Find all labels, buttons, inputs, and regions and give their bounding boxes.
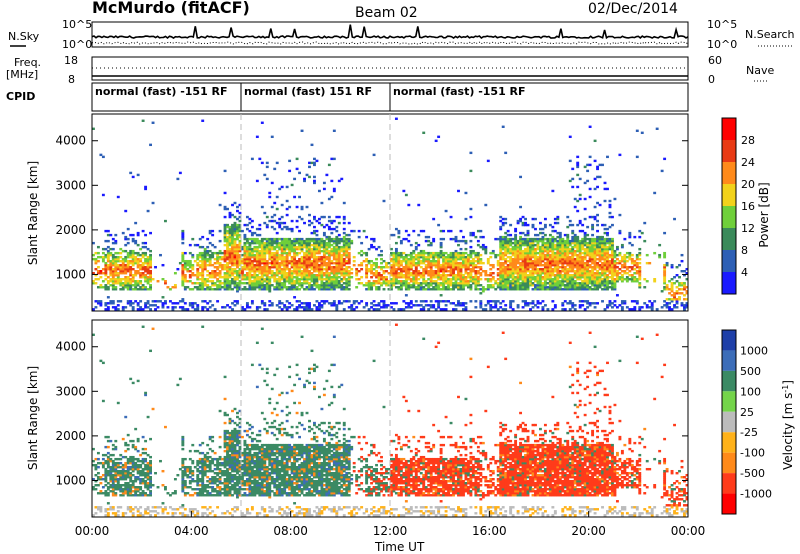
x-tick-label: 00:00 bbox=[75, 524, 110, 538]
velocity-colorbar: 1000 500 100 25 -25 -100 -500 -1000 bbox=[721, 329, 772, 515]
cpid-segment-label: normal (fast) -151 RF bbox=[393, 85, 526, 98]
velocity-xlabel: Time UT bbox=[374, 540, 425, 554]
power-colorbar: 4 8 12 16 20 24 28 bbox=[721, 117, 755, 295]
freq-label-1: Freq. bbox=[14, 56, 41, 69]
power-colorbar-tick: 24 bbox=[741, 156, 755, 169]
power-colorbar-label: Power [dB] bbox=[757, 182, 771, 247]
power-scatter-cells bbox=[92, 117, 689, 311]
cpid-segment-label: normal (fast) 151 RF bbox=[244, 85, 372, 98]
beam-title: Beam 02 bbox=[355, 5, 418, 21]
x-tick-label: 04:00 bbox=[174, 524, 209, 538]
velocity-colorbar-tick: 500 bbox=[740, 365, 761, 378]
y-tick-label: 4000 bbox=[55, 134, 86, 148]
velocity-colorbar-tick: -100 bbox=[740, 447, 765, 460]
velocity-scatter-cells bbox=[92, 323, 689, 517]
velocity-panel: 1000 2000 3000 4000 00:00 04:00 08:00 12:00 16:… bbox=[26, 319, 706, 554]
nave-label: Nave bbox=[746, 64, 774, 77]
y-tick-label: 2000 bbox=[55, 223, 86, 237]
power-colorbar-tick: 12 bbox=[741, 222, 755, 235]
nsky-tick-bottom: 10^0 bbox=[62, 38, 92, 51]
x-tick-label: 12:00 bbox=[373, 524, 408, 538]
freq-nave-panel: Freq. [MHz] 18 8 60 0 Nave bbox=[6, 54, 774, 86]
y-tick-label: 1000 bbox=[55, 267, 86, 281]
freq-tick-top: 18 bbox=[64, 54, 78, 67]
nsky-tick-top: 10^5 bbox=[62, 18, 92, 31]
date-title: 02/Dec/2014 bbox=[588, 1, 678, 17]
velocity-ylabel: Slant Range [km] bbox=[26, 366, 40, 470]
velocity-colorbar-tick: 1000 bbox=[740, 344, 768, 357]
cpid-segment-label: normal (fast) -151 RF bbox=[95, 85, 228, 98]
velocity-colorbar-tick: 100 bbox=[740, 385, 761, 398]
nave-tick-top: 60 bbox=[708, 54, 722, 67]
nsky-label: N.Sky bbox=[8, 30, 40, 43]
station-title: McMurdo (fitACF) bbox=[92, 0, 250, 17]
nsky-panel: N.Sky 10^5 10^0 10^5 10^0 N.Search bbox=[8, 18, 795, 51]
cpid-panel: CPID normal (fast) -151 RF normal (fast) … bbox=[6, 82, 689, 112]
nsearch-label: N.Search bbox=[745, 28, 795, 41]
power-colorbar-tick: 8 bbox=[741, 244, 748, 257]
velocity-colorbar-label: Velocity [m s-1] bbox=[781, 380, 796, 470]
power-colorbar-tick: 4 bbox=[741, 266, 748, 279]
nsearch-tick-top: 10^5 bbox=[707, 18, 737, 31]
x-tick-label: 00:00 bbox=[671, 524, 706, 538]
power-panel: 1000 2000 3000 4000 Slant Range [km] bbox=[26, 113, 689, 312]
power-colorbar-tick: 28 bbox=[741, 134, 755, 147]
power-colorbar-tick: 20 bbox=[741, 178, 755, 191]
x-tick-label: 20:00 bbox=[571, 524, 606, 538]
velocity-colorbar-tick: 25 bbox=[740, 406, 754, 419]
nsearch-series bbox=[92, 41, 689, 45]
y-tick-label: 3000 bbox=[55, 178, 86, 192]
cpid-label: CPID bbox=[6, 90, 35, 103]
velocity-colorbar-tick: -1000 bbox=[740, 488, 772, 501]
x-tick-label: 16:00 bbox=[472, 524, 507, 538]
power-colorbar-tick: 16 bbox=[741, 200, 755, 213]
power-ylabel: Slant Range [km] bbox=[26, 161, 40, 265]
nave-tick-bottom: 0 bbox=[708, 73, 715, 86]
nsky-series bbox=[91, 24, 689, 40]
y-tick-label: 1000 bbox=[55, 473, 86, 487]
y-tick-label: 3000 bbox=[55, 384, 86, 398]
freq-label-2: [MHz] bbox=[6, 68, 38, 81]
nsearch-tick-bottom: 10^0 bbox=[707, 38, 737, 51]
y-tick-label: 4000 bbox=[55, 340, 86, 354]
velocity-colorbar-tick: -500 bbox=[740, 467, 765, 480]
y-tick-label: 2000 bbox=[55, 429, 86, 443]
x-tick-label: 08:00 bbox=[273, 524, 308, 538]
freq-tick-bottom: 8 bbox=[68, 73, 75, 86]
velocity-colorbar-tick: -25 bbox=[740, 426, 758, 439]
